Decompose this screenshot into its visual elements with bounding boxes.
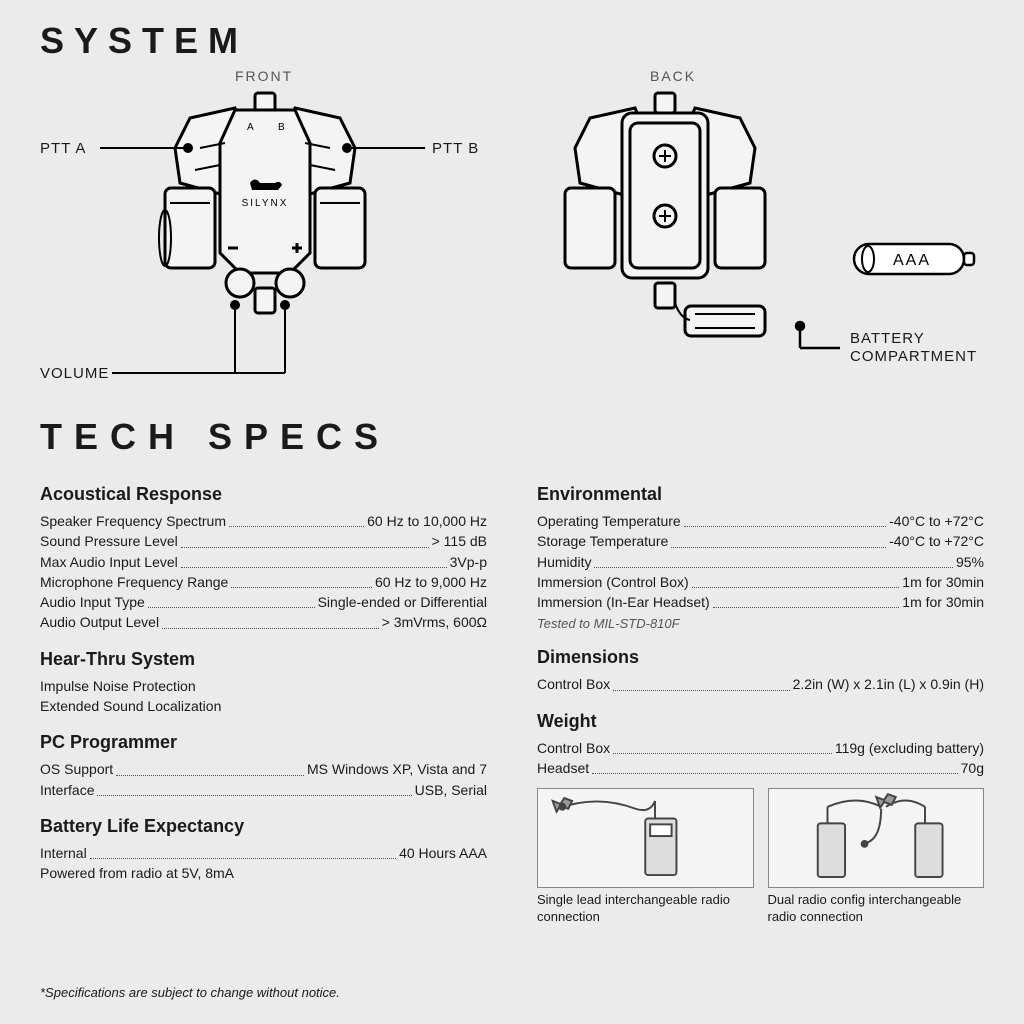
spec-line: Impulse Noise Protection: [40, 676, 487, 696]
section-heading: Acoustical Response: [40, 484, 487, 505]
config-caption-dual: Dual radio config interchangeable radio …: [768, 892, 985, 925]
spec-label: Interface: [40, 780, 94, 800]
spec-row: OS Support MS Windows XP, Vista and 7: [40, 759, 487, 779]
spec-label: Max Audio Input Level: [40, 552, 178, 572]
spec-row: Audio Input Type Single-ended or Differe…: [40, 592, 487, 612]
spec-value: > 3mVrms, 600Ω: [382, 612, 487, 632]
specs-columns: Acoustical Response Speaker Frequency Sp…: [40, 468, 984, 925]
spec-value: USB, Serial: [415, 780, 487, 800]
section-heading: Environmental: [537, 484, 984, 505]
spec-dots: [116, 759, 304, 775]
battery-compartment-label: BATTERY COMPARTMENT: [850, 330, 977, 366]
spec-label: Audio Output Level: [40, 612, 159, 632]
config-row: Single lead interchangeable radio connec…: [537, 788, 984, 925]
spec-row: Speaker Frequency Spectrum 60 Hz to 10,0…: [40, 511, 487, 531]
spec-dots: [671, 531, 886, 547]
ptt-b-label: PTT B: [432, 140, 479, 157]
config-box-dual: [768, 788, 985, 888]
spec-row: Control Box 2.2in (W) x 2.1in (L) x 0.9i…: [537, 674, 984, 694]
volume-label: VOLUME: [40, 365, 109, 382]
spec-dots: [181, 531, 429, 547]
spec-row: Operating Temperature -40°C to +72°C: [537, 511, 984, 531]
spec-label: Operating Temperature: [537, 511, 681, 531]
right-column: Environmental Operating Temperature -40°…: [537, 468, 984, 925]
spec-value: MS Windows XP, Vista and 7: [307, 759, 487, 779]
spec-label: Microphone Frequency Range: [40, 572, 228, 592]
spec-value: 60 Hz to 10,000 Hz: [367, 511, 487, 531]
spec-dots: [613, 674, 789, 690]
left-column: Acoustical Response Speaker Frequency Sp…: [40, 468, 487, 925]
spec-label: Control Box: [537, 738, 610, 758]
spec-label: Immersion (Control Box): [537, 572, 689, 592]
section-heading: Weight: [537, 711, 984, 732]
spec-dots: [181, 552, 447, 568]
spec-row: Immersion (Control Box) 1m for 30min: [537, 572, 984, 592]
spec-label: OS Support: [40, 759, 113, 779]
spec-row: Max Audio Input Level 3Vp-p: [40, 552, 487, 572]
spec-row: Interface USB, Serial: [40, 780, 487, 800]
spec-row: Audio Output Level > 3mVrms, 600Ω: [40, 612, 487, 632]
spec-value: 40 Hours AAA: [399, 843, 487, 863]
footnote: *Specifications are subject to change wi…: [40, 985, 340, 1000]
spec-dots: [148, 592, 315, 608]
spec-dots: [162, 612, 379, 628]
spec-label: Speaker Frequency Spectrum: [40, 511, 226, 531]
system-title: SYSTEM: [40, 20, 984, 62]
spec-dots: [97, 780, 411, 796]
spec-label: Sound Pressure Level: [40, 531, 178, 551]
spec-dots: [684, 511, 886, 527]
spec-label: Headset: [537, 758, 589, 778]
config-caption-single: Single lead interchangeable radio connec…: [537, 892, 754, 925]
spec-row: Headset 70g: [537, 758, 984, 778]
spec-row: Control Box 119g (excluding battery): [537, 738, 984, 758]
spec-dots: [229, 511, 364, 527]
spec-label: Humidity: [537, 552, 591, 572]
spec-row: Internal 40 Hours AAA: [40, 843, 487, 863]
spec-value: -40°C to +72°C: [889, 531, 984, 551]
spec-value: 60 Hz to 9,000 Hz: [375, 572, 487, 592]
spec-label: Control Box: [537, 674, 610, 694]
spec-label: Immersion (In-Ear Headset): [537, 592, 710, 612]
spec-dots: [231, 572, 372, 588]
spec-dots: [90, 843, 396, 859]
section-heading: Hear-Thru System: [40, 649, 487, 670]
spec-row: Humidity 95%: [537, 552, 984, 572]
section-heading: PC Programmer: [40, 732, 487, 753]
spec-value: 95%: [956, 552, 984, 572]
spec-label: Internal: [40, 843, 87, 863]
spec-value: Single-ended or Differential: [318, 592, 487, 612]
section-heading: Dimensions: [537, 647, 984, 668]
spec-value: 119g (excluding battery): [835, 738, 984, 758]
spec-label: Audio Input Type: [40, 592, 145, 612]
spec-line: Extended Sound Localization: [40, 696, 487, 716]
spec-value: 1m for 30min: [902, 572, 984, 592]
config-box-single: [537, 788, 754, 888]
spec-value: -40°C to +72°C: [889, 511, 984, 531]
spec-dots: [592, 758, 957, 774]
spec-line: Powered from radio at 5V, 8mA: [40, 863, 487, 883]
spec-value: > 115 dB: [432, 531, 487, 551]
section-heading: Battery Life Expectancy: [40, 816, 487, 837]
ptt-a-label: PTT A: [40, 140, 86, 157]
spec-dots: [692, 572, 900, 588]
spec-label: Storage Temperature: [537, 531, 668, 551]
spec-value: 2.2in (W) x 2.1in (L) x 0.9in (H): [793, 674, 984, 694]
spec-row: Storage Temperature -40°C to +72°C: [537, 531, 984, 551]
spec-dots: [613, 738, 832, 754]
battery-comp-l1: BATTERY: [850, 330, 925, 347]
spec-row: Sound Pressure Level > 115 dB: [40, 531, 487, 551]
spec-row: Microphone Frequency Range 60 Hz to 9,00…: [40, 572, 487, 592]
spec-value: 3Vp-p: [450, 552, 487, 572]
spec-value: 70g: [961, 758, 984, 778]
spec-dots: [594, 552, 953, 568]
tech-specs-title: TECH SPECS: [40, 416, 984, 458]
front-callout-lines: [40, 68, 540, 408]
section-note: Tested to MIL-STD-810F: [537, 616, 984, 631]
battery-comp-l2: COMPARTMENT: [850, 348, 977, 365]
spec-dots: [713, 592, 900, 608]
spec-value: 1m for 30min: [902, 592, 984, 612]
diagram-area: FRONT BACK: [40, 68, 984, 408]
spec-row: Immersion (In-Ear Headset) 1m for 30min: [537, 592, 984, 612]
